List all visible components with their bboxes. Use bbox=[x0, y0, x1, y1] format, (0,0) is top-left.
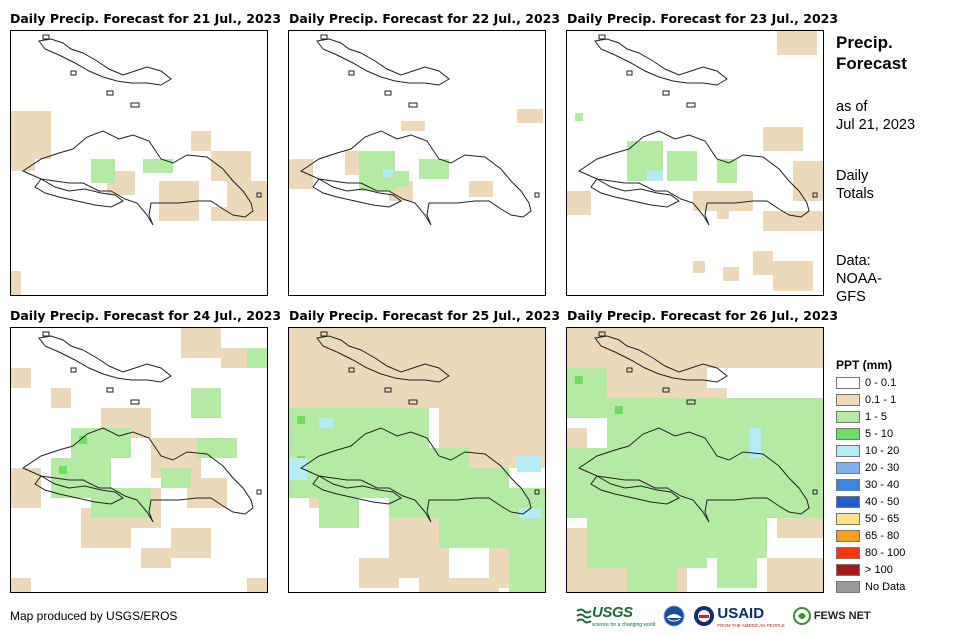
data-line1: Data: bbox=[836, 253, 871, 269]
legend-label: 65 - 80 bbox=[865, 530, 900, 542]
legend-swatch bbox=[836, 445, 860, 457]
legend-item: 30 - 40 bbox=[836, 478, 899, 492]
usgs-logo: USGS science for a changing world bbox=[576, 604, 655, 628]
legend-label: 30 - 40 bbox=[865, 479, 900, 491]
panel-title-2: Daily Precip. Forecast for 22 Jul., 2023 bbox=[289, 11, 561, 26]
legend-label: 80 - 100 bbox=[865, 547, 906, 559]
precip-map-4 bbox=[11, 328, 267, 592]
logo-strip: USGS science for a changing world USAID … bbox=[576, 602, 879, 630]
legend-swatch bbox=[836, 479, 860, 491]
precip-map-5 bbox=[289, 328, 545, 592]
legend-swatch bbox=[836, 564, 860, 576]
legend-label: 40 - 50 bbox=[865, 496, 900, 508]
side-title-line1: Precip. bbox=[836, 33, 893, 52]
usaid-tagline: FROM THE AMERICAN PEOPLE bbox=[717, 622, 785, 628]
map-panel-5 bbox=[288, 327, 546, 593]
legend-item: No Data bbox=[836, 580, 905, 594]
map-panel-4 bbox=[10, 327, 268, 593]
legend-item: 20 - 30 bbox=[836, 461, 899, 475]
legend-swatch bbox=[836, 496, 860, 508]
panel-title-4: Daily Precip. Forecast for 24 Jul., 2023 bbox=[10, 308, 282, 323]
fews-net-wordmark: FEWS NET bbox=[813, 610, 871, 622]
legend-swatch bbox=[836, 428, 860, 440]
legend-item: 50 - 65 bbox=[836, 512, 899, 526]
legend-swatch bbox=[836, 513, 860, 525]
noaa-logo bbox=[663, 605, 685, 627]
side-title: Precip. Forecast bbox=[836, 32, 907, 74]
legend-swatch bbox=[836, 411, 860, 423]
legend-swatch bbox=[836, 377, 860, 389]
precip-map-6 bbox=[567, 328, 823, 592]
noaa-emblem-icon bbox=[663, 605, 685, 627]
map-panel-6 bbox=[566, 327, 824, 593]
usaid-logo: USAID FROM THE AMERICAN PEOPLE bbox=[693, 604, 785, 628]
legend-item: 10 - 20 bbox=[836, 444, 899, 458]
legend-swatch bbox=[836, 394, 860, 406]
data-line2: NOAA- bbox=[836, 271, 882, 287]
precip-map-3 bbox=[567, 31, 823, 291]
as-of-line2: Jul 21, 2023 bbox=[836, 117, 916, 133]
data-line3: GFS bbox=[836, 289, 866, 305]
legend-label: 5 - 10 bbox=[865, 428, 894, 440]
legend-label: No Data bbox=[865, 581, 906, 593]
usgs-wave-icon bbox=[576, 608, 592, 624]
map-panel-2 bbox=[288, 30, 546, 296]
fews-net-logo: FEWS NET bbox=[792, 607, 871, 625]
data-source-text: Data: NOAA- GFS bbox=[836, 252, 882, 306]
map-panel-1 bbox=[10, 30, 268, 296]
legend-item: 0.1 - 1 bbox=[836, 393, 896, 407]
daily-totals-text: Daily Totals bbox=[836, 167, 874, 203]
fews-globe-icon bbox=[792, 607, 811, 625]
legend-label: 1 - 5 bbox=[865, 411, 888, 423]
as-of-text: as of Jul 21, 2023 bbox=[836, 98, 915, 134]
as-of-line1: as of bbox=[836, 99, 868, 115]
legend-item: 5 - 10 bbox=[836, 427, 893, 441]
legend-item: 65 - 80 bbox=[836, 529, 899, 543]
legend-swatch bbox=[836, 581, 860, 593]
map-panel-3 bbox=[566, 30, 824, 296]
legend-item: > 100 bbox=[836, 563, 893, 577]
side-title-line2: Forecast bbox=[836, 54, 907, 73]
legend-label: 50 - 65 bbox=[865, 513, 900, 525]
panel-title-5: Daily Precip. Forecast for 25 Jul., 2023 bbox=[289, 308, 561, 323]
legend-title: PPT (mm) bbox=[836, 358, 893, 372]
daily-line1: Daily bbox=[836, 168, 869, 184]
legend-item: 40 - 50 bbox=[836, 495, 899, 509]
panel-title-3: Daily Precip. Forecast for 23 Jul., 2023 bbox=[567, 11, 839, 26]
precip-map-1 bbox=[11, 34, 267, 295]
precip-map-2 bbox=[289, 34, 543, 226]
legend-label: 20 - 30 bbox=[865, 462, 900, 474]
legend-swatch bbox=[836, 462, 860, 474]
legend-label: 10 - 20 bbox=[865, 445, 900, 457]
usgs-wordmark: USGS bbox=[592, 604, 633, 621]
legend-swatch bbox=[836, 547, 860, 559]
usgs-tagline: science for a changing world bbox=[592, 622, 656, 628]
daily-line2: Totals bbox=[836, 186, 874, 202]
credit-text: Map produced by USGS/EROS bbox=[10, 609, 178, 623]
legend-label: > 100 bbox=[865, 564, 893, 576]
panel-title-6: Daily Precip. Forecast for 26 Jul., 2023 bbox=[567, 308, 839, 323]
legend-item: 80 - 100 bbox=[836, 546, 905, 560]
legend-item: 0 - 0.1 bbox=[836, 376, 896, 390]
usaid-seal-icon bbox=[694, 606, 715, 626]
legend-item: 1 - 5 bbox=[836, 410, 887, 424]
usaid-wordmark: USAID bbox=[717, 604, 765, 622]
legend-label: 0.1 - 1 bbox=[865, 394, 897, 406]
legend-swatch bbox=[836, 530, 860, 542]
panel-title-1: Daily Precip. Forecast for 21 Jul., 2023 bbox=[10, 11, 282, 26]
legend-label: 0 - 0.1 bbox=[865, 377, 897, 389]
